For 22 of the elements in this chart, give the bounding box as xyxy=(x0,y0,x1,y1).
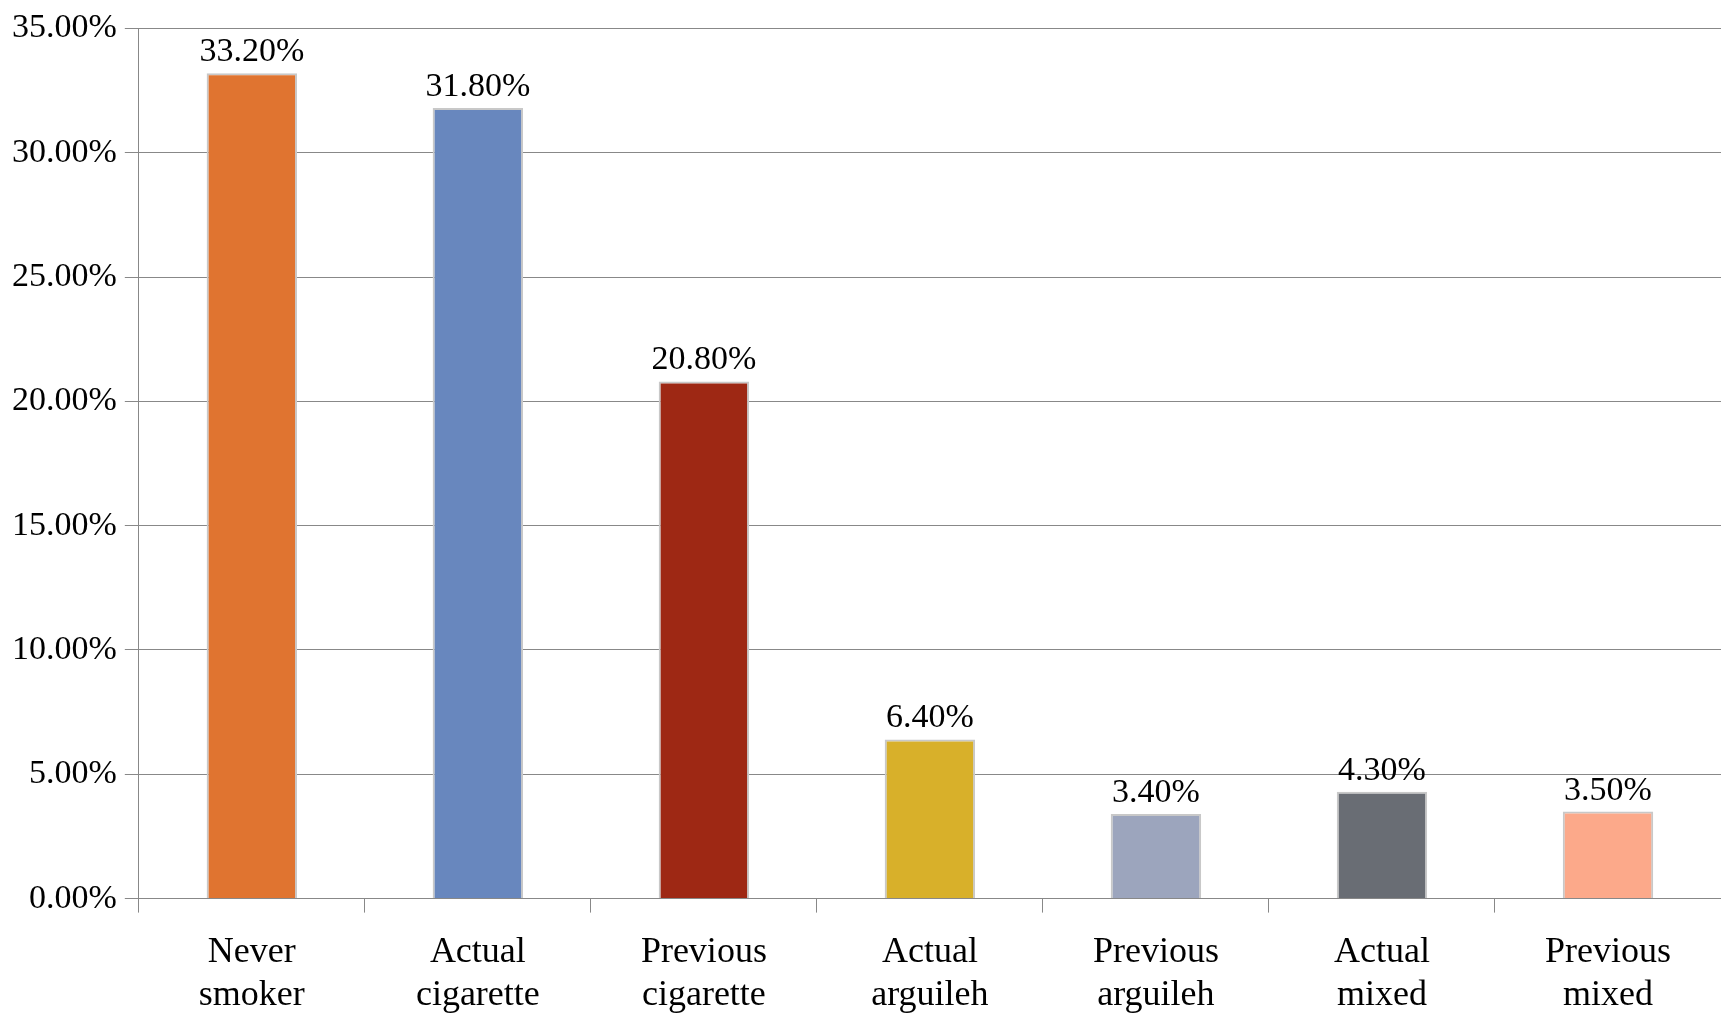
x-tick-label: Previous mixed xyxy=(1544,929,1671,1013)
y-tick-label: 20.00% xyxy=(11,380,117,418)
y-tick-label: 15.00% xyxy=(11,504,117,542)
data-label: 3.40% xyxy=(1112,771,1200,809)
y-tick-label: 0.00% xyxy=(28,877,117,915)
y-tick-label: 5.00% xyxy=(28,753,117,791)
data-label: 20.80% xyxy=(651,339,757,377)
data-label: 31.80% xyxy=(425,65,531,103)
data-label: 6.40% xyxy=(886,697,974,735)
x-tick-label: Never smoker xyxy=(198,929,305,1013)
x-tick-label: Actual mixed xyxy=(1333,929,1430,1013)
data-label: 33.20% xyxy=(199,31,305,69)
x-tick-label: Previous cigarette xyxy=(640,929,767,1013)
data-label: 4.30% xyxy=(1338,749,1426,787)
y-tick-label: 35.00% xyxy=(11,7,117,45)
y-tick-label: 25.00% xyxy=(11,255,117,293)
y-tick-label: 10.00% xyxy=(11,628,117,666)
data-label: 3.50% xyxy=(1564,769,1652,807)
x-tick-label: Actual arguileh xyxy=(871,929,989,1013)
y-tick-label: 30.00% xyxy=(11,131,117,169)
x-tick-label: Actual cigarette xyxy=(415,929,540,1013)
x-tick-label: Previous arguileh xyxy=(1092,929,1219,1013)
